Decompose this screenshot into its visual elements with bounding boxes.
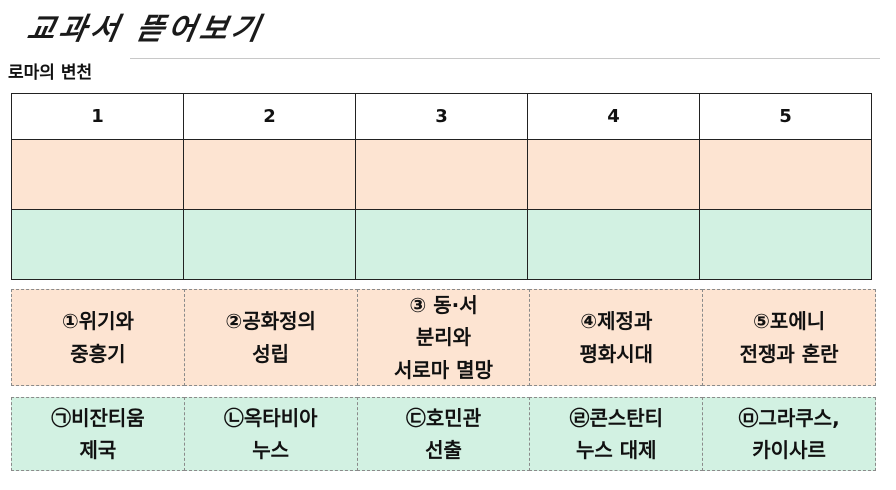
column-number-5: 5 [699, 93, 872, 140]
event-answer-cell-4[interactable] [527, 139, 700, 210]
event-option-card[interactable]: ①위기와 중흥기 [11, 289, 185, 386]
event-answer-row [11, 139, 872, 210]
figure-answer-cell-4[interactable] [527, 209, 700, 280]
event-answer-cell-2[interactable] [183, 139, 356, 210]
column-number-row: 1 2 3 4 5 [11, 93, 872, 140]
figure-answer-cell-3[interactable] [355, 209, 528, 280]
figure-option-card[interactable]: ㉣콘스탄티 누스 대제 [529, 397, 704, 471]
event-option-row: ①위기와 중흥기 ②공화정의 성립 ③ 동·서 분리와 서로마 멸망 ④제정과 … [11, 289, 876, 386]
section-title: 로마의 변천 [8, 63, 93, 83]
column-number-3: 3 [355, 93, 528, 140]
event-option-card[interactable]: ⑤포에니 전쟁과 혼란 [702, 289, 876, 386]
event-answer-cell-1[interactable] [11, 139, 184, 210]
answer-grid: 1 2 3 4 5 [11, 93, 872, 280]
column-number-1: 1 [11, 93, 184, 140]
title-underline [130, 58, 880, 59]
figure-option-card[interactable]: ㉡옥타비아 누스 [183, 397, 358, 471]
event-option-card[interactable]: ④제정과 평화시대 [529, 289, 704, 386]
figure-option-card[interactable]: ㉢호민관 선출 [356, 397, 531, 471]
event-option-card[interactable]: ③ 동·서 분리와 서로마 멸망 [356, 289, 531, 386]
event-answer-cell-5[interactable] [699, 139, 872, 210]
figure-answer-row [11, 209, 872, 280]
figure-answer-cell-2[interactable] [183, 209, 356, 280]
column-number-4: 4 [527, 93, 700, 140]
figure-option-row: ㉠비잔티움 제국 ㉡옥타비아 누스 ㉢호민관 선출 ㉣콘스탄티 누스 대제 ㉤그… [11, 397, 876, 471]
column-number-2: 2 [183, 93, 356, 140]
figure-option-card[interactable]: ㉤그라쿠스, 카이사르 [702, 397, 876, 471]
page-title: 교과서 뜯어보기 [24, 12, 267, 47]
event-answer-cell-3[interactable] [355, 139, 528, 210]
figure-answer-cell-5[interactable] [699, 209, 872, 280]
figure-option-card[interactable]: ㉠비잔티움 제국 [11, 397, 185, 471]
figure-answer-cell-1[interactable] [11, 209, 184, 280]
event-option-card[interactable]: ②공화정의 성립 [183, 289, 358, 386]
